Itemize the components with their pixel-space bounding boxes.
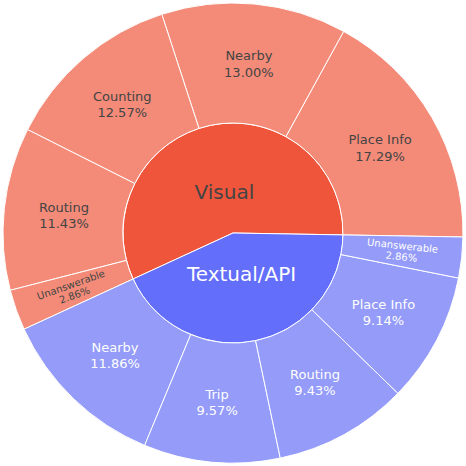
svg-text:Nearby11.86%: Nearby11.86% <box>90 340 140 371</box>
svg-text:Nearby13.00%: Nearby13.00% <box>224 48 274 79</box>
svg-text:Counting12.57%: Counting12.57% <box>93 89 152 120</box>
svg-text:Visual: Visual <box>195 180 255 204</box>
svg-text:Routing11.43%: Routing11.43% <box>39 200 89 231</box>
svg-text:Unanswerable2.86%: Unanswerable2.86% <box>36 268 110 313</box>
svg-text:Trip9.57%: Trip9.57% <box>196 387 237 418</box>
svg-text:Unanswerable2.86%: Unanswerable2.86% <box>365 236 438 265</box>
svg-text:Routing9.43%: Routing9.43% <box>290 367 340 398</box>
svg-text:Place Info9.14%: Place Info9.14% <box>352 297 415 328</box>
svg-text:Place Info17.29%: Place Info17.29% <box>348 132 411 163</box>
svg-text:Textual/API: Textual/API <box>186 262 296 286</box>
